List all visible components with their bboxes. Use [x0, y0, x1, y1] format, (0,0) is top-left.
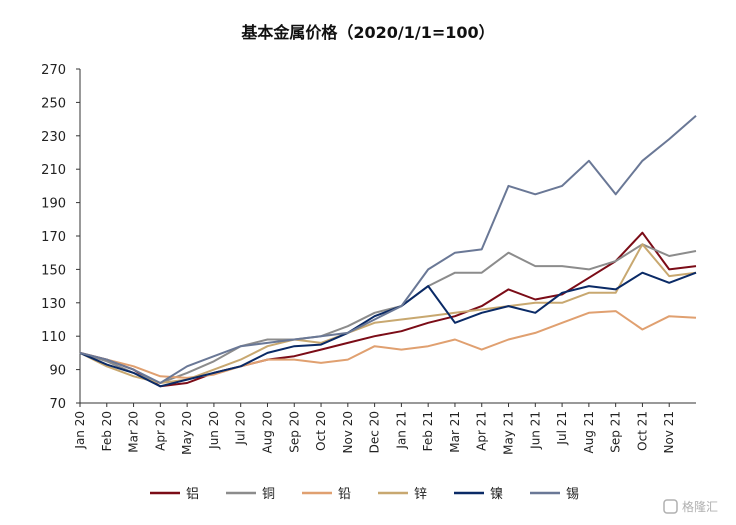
x-tick-label: Jan 21	[394, 411, 408, 450]
x-tick-label: Aug 20	[260, 411, 274, 454]
y-tick-label: 110	[41, 330, 66, 345]
series-lines	[79, 115, 697, 388]
watermark: 格隆汇	[663, 499, 718, 514]
x-tick-label: Sep 20	[287, 411, 301, 453]
legend-label: 铅	[338, 487, 351, 502]
series-line-1	[79, 243, 697, 384]
x-tick-label: May 20	[180, 411, 194, 455]
legend-label: 锡	[566, 487, 579, 502]
y-tick-label: 170	[41, 230, 66, 245]
y-tick-label: 270	[41, 63, 66, 78]
series-line-4	[79, 271, 697, 388]
y-tick-label: 230	[41, 130, 66, 145]
y-tick-label: 70	[49, 397, 66, 412]
legend-label: 镍	[490, 487, 503, 502]
x-tick-label: Nov 21	[662, 411, 676, 454]
x-tick-label: Sep 21	[609, 411, 623, 453]
x-tick-label: Nov 20	[341, 411, 355, 454]
y-axis: 70 90 110 130 150 170 190 210 230 250 270	[41, 63, 81, 412]
x-tick-label: Feb 21	[421, 411, 435, 451]
x-tick-label: Mar 21	[448, 411, 462, 453]
series-line-5	[79, 115, 697, 384]
x-tick-label: Apr 21	[475, 411, 489, 451]
y-tick-label: 250	[41, 96, 66, 111]
y-tick-label: 210	[41, 163, 66, 178]
x-tick-label: May 21	[502, 411, 516, 455]
x-tick-label: Jul 21	[555, 411, 569, 446]
x-tick-label: Jan 20	[73, 411, 87, 450]
x-tick-label: Aug 21	[582, 411, 596, 454]
series-line-0	[79, 231, 697, 388]
x-tick-label: Oct 20	[314, 411, 328, 451]
legend: 铝铜铅锌镍锡	[150, 487, 579, 502]
y-tick-label: 150	[41, 263, 66, 278]
series-line-2	[79, 310, 697, 379]
y-tick-label: 130	[41, 297, 66, 312]
legend-label: 锌	[414, 487, 427, 502]
x-tick-label: Feb 20	[100, 411, 114, 451]
x-axis: Jan 20 Feb 20 Mar 20 Apr 20 May 20 Jun 20 Jul …	[73, 402, 696, 455]
x-tick-label: Oct 21	[635, 411, 649, 451]
x-tick-label: Jun 21	[528, 411, 542, 450]
watermark-text: 格隆汇	[682, 499, 718, 514]
x-tick-label: Jul 20	[234, 411, 248, 446]
legend-label: 铝	[186, 487, 199, 502]
legend-label: 铜	[262, 487, 275, 502]
y-tick-label: 190	[41, 197, 66, 212]
x-tick-label: Dec 20	[368, 411, 382, 453]
y-tick-label: 90	[49, 364, 66, 379]
watermark-logo-icon	[663, 499, 678, 514]
chart-title: 基本金属价格（2020/1/1=100）	[240, 23, 494, 42]
x-tick-label: Jun 20	[207, 411, 221, 450]
x-tick-label: Mar 20	[127, 411, 141, 453]
x-tick-label: Apr 20	[153, 411, 167, 451]
